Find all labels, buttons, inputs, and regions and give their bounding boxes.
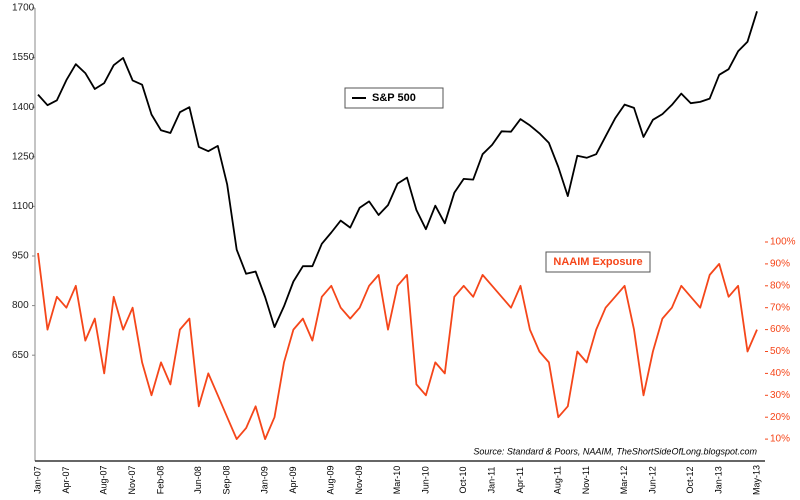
x-tick-label: Jun-12	[647, 466, 657, 494]
y-tick-label: 1550	[12, 52, 35, 63]
y2-tick-label: 100%	[770, 237, 796, 248]
y2-tick-label: 20%	[770, 412, 790, 423]
x-tick-label: Jan-07	[32, 466, 42, 494]
y2-tick-label: 30%	[770, 390, 790, 401]
x-tick-label: Mar-12	[619, 466, 629, 495]
legend-label: S&P 500	[372, 92, 416, 104]
y-tick-label: 800	[12, 300, 29, 311]
x-tick-label: Jan-11	[486, 467, 496, 494]
x-tick-label: Aug-07	[99, 465, 109, 494]
x-tick-label: Jan-09	[259, 466, 269, 494]
x-tick-label: Jun-10	[420, 466, 430, 494]
y-tick-label: 1100	[12, 201, 34, 212]
x-tick-label: Jun-08	[193, 466, 203, 494]
source-note: Source: Standard & Poors, NAAIM, TheShor…	[473, 446, 757, 456]
x-tick-label: Nov-09	[354, 465, 364, 494]
y2-tick-label: 50%	[770, 346, 790, 357]
y-tick-label: 950	[12, 251, 29, 262]
series-line	[37, 252, 758, 440]
x-tick-label: Jan-13	[714, 466, 724, 494]
x-tick-label: Apr-07	[61, 466, 71, 493]
legend-box	[344, 87, 444, 109]
legend-box	[545, 251, 651, 273]
x-tick-label: Apr-09	[288, 466, 298, 493]
legend-label: NAAIM Exposure	[553, 256, 642, 268]
y2-tick-label: 10%	[770, 434, 790, 445]
y2-tick-label: 70%	[770, 302, 790, 313]
y-tick-label: 1700	[12, 3, 35, 14]
x-tick-label: Sep-08	[222, 465, 232, 494]
x-tick-label: May-13	[751, 465, 761, 495]
x-tick-label: Nov-11	[581, 466, 591, 494]
x-tick-label: Oct-12	[685, 466, 695, 493]
x-tick-label: Oct-10	[458, 466, 468, 493]
y-tick-label: 1400	[12, 102, 35, 113]
x-tick-label: Nov-07	[127, 465, 137, 494]
y2-tick-label: 80%	[770, 280, 790, 291]
y2-tick-label: 90%	[770, 259, 790, 270]
x-tick-label: Aug-11	[553, 466, 563, 494]
x-tick-label: Apr-11	[515, 467, 525, 493]
series-line	[37, 11, 758, 328]
y2-tick-label: 40%	[770, 368, 790, 379]
y-tick-label: 650	[12, 350, 29, 361]
x-tick-label: Feb-08	[155, 466, 165, 495]
x-tick-label: Aug-09	[326, 465, 336, 494]
y-tick-label: 1250	[12, 151, 35, 162]
x-tick-label: Mar-10	[392, 466, 402, 495]
y2-tick-label: 60%	[770, 324, 790, 335]
